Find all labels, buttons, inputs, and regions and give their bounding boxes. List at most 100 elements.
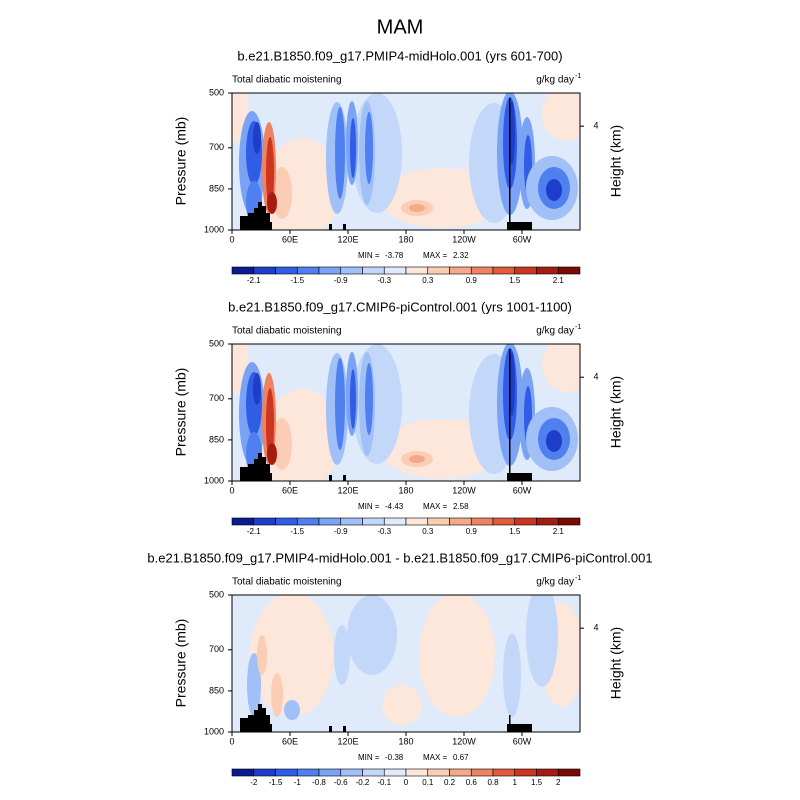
x-tick-label: 120E — [337, 234, 358, 244]
colorbar-label: 0.2 — [444, 778, 456, 787]
colorbar-box — [275, 768, 298, 777]
contour-field — [232, 595, 580, 732]
contour-region — [546, 179, 562, 201]
colorbar-label: -1.5 — [290, 527, 304, 536]
x-tick-label: 180 — [398, 736, 413, 746]
units-exponent: -1 — [575, 73, 581, 80]
x-tick-label: 0 — [229, 234, 234, 244]
y-tick-label: 700 — [209, 644, 224, 654]
colorbar-box — [383, 768, 407, 777]
contour-region — [382, 685, 422, 725]
colorbar-box — [231, 266, 255, 275]
colorbar-box — [514, 517, 537, 526]
terrain — [240, 453, 272, 481]
colorbar-label: -0.9 — [334, 276, 348, 285]
colorbar-label: -2 — [250, 778, 258, 787]
y-axis-label: Pressure (mb) — [173, 619, 189, 708]
y-tick-label: 850 — [209, 183, 224, 193]
colorbar-label: 0.9 — [466, 527, 478, 536]
y-tick-label: 850 — [209, 685, 224, 695]
units: g/kg day — [536, 577, 574, 588]
colorbar-box — [340, 768, 363, 777]
x-tick-label: 60E — [282, 234, 298, 244]
terrain — [507, 724, 532, 732]
colorbar-label: -0.3 — [377, 527, 391, 536]
y-tick-label: 700 — [209, 142, 224, 152]
colorbar-box — [405, 517, 429, 526]
colorbar-box — [536, 517, 559, 526]
colorbar-label: -2.1 — [247, 527, 261, 536]
max-value: 2.58 — [453, 502, 469, 511]
colorbar-box — [253, 768, 276, 777]
contour-region — [266, 137, 274, 209]
min-value: -0.38 — [385, 753, 404, 762]
contour-region — [365, 363, 373, 435]
colorbar-box — [405, 266, 429, 275]
colorbar-label: 0 — [404, 778, 409, 787]
panel-title: b.e21.B1850.f09_g17.PMIP4-midHolo.001 (y… — [237, 48, 562, 63]
colorbar-label: -1.5 — [269, 778, 283, 787]
colorbar-box — [253, 517, 276, 526]
panel: b.e21.B1850.f09_g17.PMIP4-midHolo.001 (y… — [173, 48, 624, 285]
y2-axis-label: Height (km) — [608, 125, 624, 197]
colorbar-label: 0.3 — [422, 527, 434, 536]
colorbar-box — [383, 266, 407, 275]
figure-title: MAM — [377, 16, 424, 38]
contour-region — [253, 373, 261, 405]
colorbar-label: 0.9 — [466, 276, 478, 285]
colorbar-box — [340, 517, 363, 526]
colorbar-box — [340, 266, 363, 275]
contour-region — [365, 112, 373, 184]
terrain — [507, 473, 532, 481]
contour-field — [232, 93, 580, 230]
colorbar-label: 0.6 — [466, 778, 478, 787]
colorbar-box — [362, 517, 385, 526]
colorbar-box — [492, 517, 516, 526]
colorbar-box — [536, 266, 559, 275]
colorbar-box — [536, 768, 559, 777]
units: g/kg day — [536, 326, 574, 337]
contour-region — [409, 455, 425, 463]
y-tick-label: 500 — [209, 589, 224, 599]
colorbar-box — [557, 517, 581, 526]
contour-region — [334, 625, 350, 685]
terrain — [507, 222, 532, 230]
min-label: MIN = — [358, 251, 380, 260]
colorbar-label: -0.3 — [377, 276, 391, 285]
panel: b.e21.B1850.f09_g17.CMIP6-piControl.001 … — [173, 299, 624, 536]
min-label: MIN = — [358, 753, 380, 762]
terrain — [509, 349, 511, 481]
contour-region — [335, 107, 345, 199]
min-label: MIN = — [358, 502, 380, 511]
colorbar-box — [470, 768, 494, 777]
colorbar-label: 0.8 — [487, 778, 499, 787]
colorbar-label: 2 — [556, 778, 561, 787]
min-value: -3.78 — [385, 251, 404, 260]
colorbar-label: 0.1 — [422, 778, 434, 787]
y-tick-label: 500 — [209, 338, 224, 348]
colorbar-box — [362, 266, 385, 275]
terrain — [343, 475, 346, 481]
colorbar-box — [427, 266, 450, 275]
terrain — [509, 98, 511, 230]
x-tick-label: 120E — [337, 485, 358, 495]
x-tick-label: 60W — [513, 234, 532, 244]
colorbar-label: 1.5 — [509, 276, 521, 285]
contour-region — [542, 344, 580, 392]
contour-field — [232, 344, 580, 481]
y-axis-label: Pressure (mb) — [173, 117, 189, 206]
x-tick-label: 180 — [398, 234, 413, 244]
units: g/kg day — [536, 75, 574, 86]
colorbar-label: 2.1 — [553, 527, 565, 536]
terrain — [343, 726, 346, 732]
contour-region — [253, 122, 261, 154]
colorbar-box — [318, 768, 342, 777]
contour-region — [546, 430, 562, 452]
x-tick-label: 120E — [337, 736, 358, 746]
colorbar-box — [470, 266, 494, 275]
colorbar-label: -0.2 — [356, 778, 370, 787]
contour-region — [272, 418, 292, 470]
contour-region — [542, 93, 580, 141]
colorbar-label: -0.9 — [334, 527, 348, 536]
colorbar-box — [449, 517, 472, 526]
